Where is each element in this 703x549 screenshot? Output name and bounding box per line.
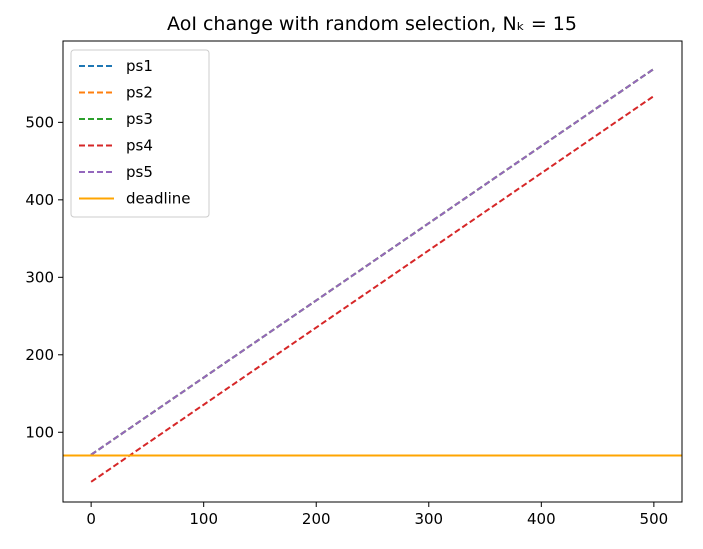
legend-label-ps3: ps3 (126, 110, 153, 128)
x-tick-label: 200 (302, 510, 331, 528)
y-tick-label: 500 (25, 113, 54, 131)
x-tick-label: 0 (86, 510, 96, 528)
y-tick-label: 100 (25, 423, 54, 441)
legend-label-ps2: ps2 (126, 84, 153, 102)
x-tick-label: 500 (640, 510, 669, 528)
plot-frame (62, 40, 683, 503)
y-tick-label: 200 (25, 346, 54, 364)
plot-area (63, 68, 682, 483)
x-tick-label: 400 (527, 510, 556, 528)
x-tick-label: 300 (414, 510, 443, 528)
x-tick-label: 100 (189, 510, 218, 528)
series-line-ps5 (90, 68, 655, 456)
y-tick-label: 400 (25, 191, 54, 209)
legend-box (70, 49, 210, 218)
axes: 0 100 200 300 400 500 100 200 300 400 500 (25, 40, 683, 528)
chart-title: AoI change with random selection, Nₖ = 1… (167, 13, 577, 35)
legend-label-ps4: ps4 (126, 137, 153, 155)
legend-label-ps5: ps5 (126, 163, 153, 181)
legend: ps1 ps2 ps3 ps4 ps5 deadline (70, 49, 210, 218)
legend-label-deadline: deadline (126, 190, 191, 208)
legend-label-ps1: ps1 (126, 57, 153, 75)
series-line-ps4 (90, 95, 655, 483)
y-tick-label: 300 (25, 268, 54, 286)
